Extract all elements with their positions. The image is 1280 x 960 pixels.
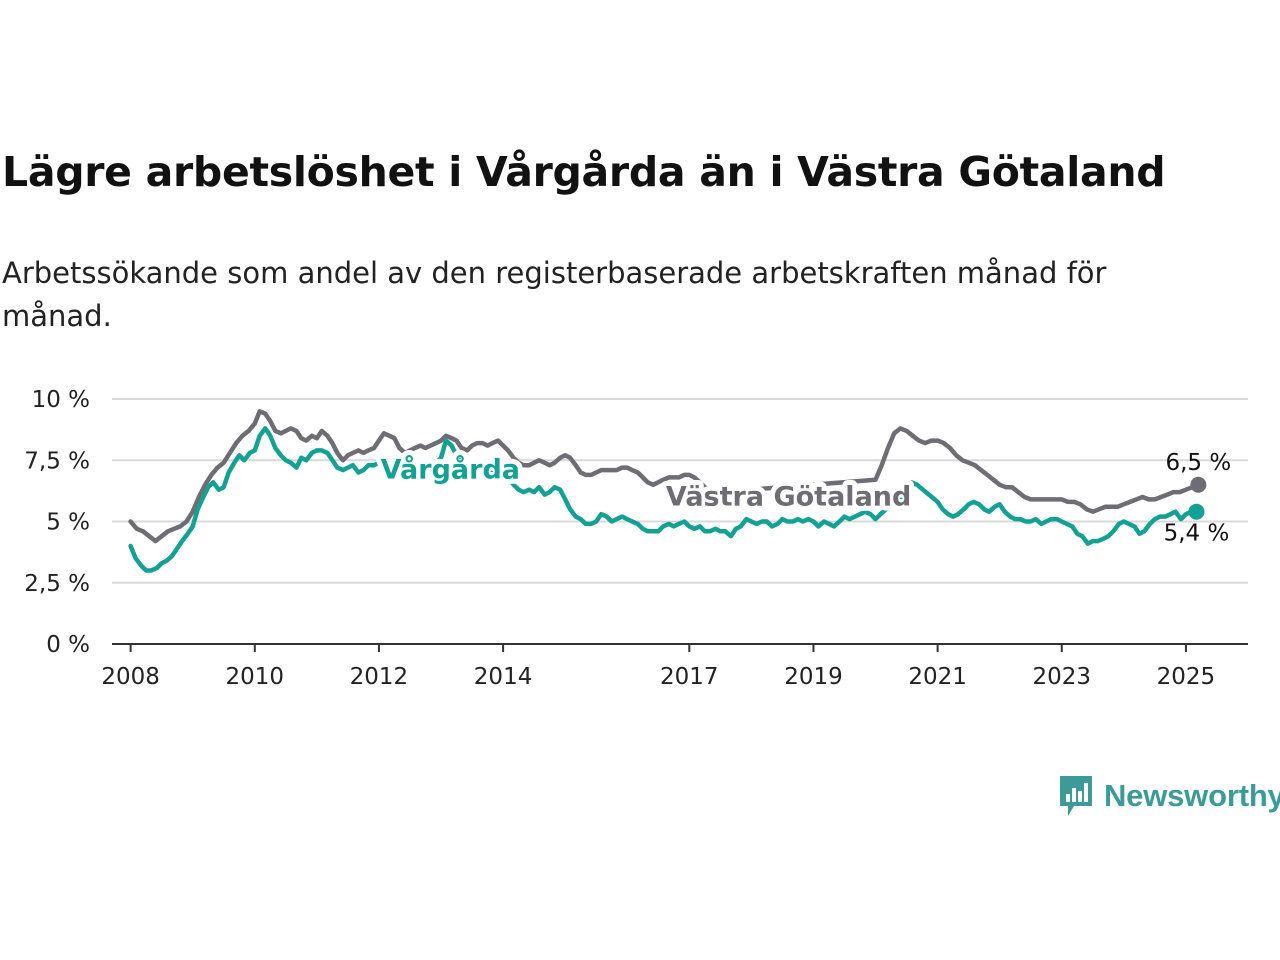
x-tick-label: 2023 [1032, 664, 1091, 690]
y-tick-label: 7,5 % [24, 448, 90, 474]
newsworthy-logo-text: Newsworthy [1104, 778, 1280, 813]
series-label-vastra-gotaland: Västra Götaland [666, 482, 911, 513]
series-line-vargarda [128, 426, 1199, 573]
x-tick-label: 2010 [226, 664, 285, 690]
x-tick-label: 2019 [784, 664, 843, 690]
series-label-vastra-gotaland-halo: Västra Götaland [666, 482, 911, 513]
series-lines [128, 409, 1207, 573]
line-chart: 0 % 2,5 % 5 % 7,5 % 10 % 2008 2010 2012 2014 201… [24, 387, 1248, 690]
chart-subtitle: Arbetssökande som andel av den registerb… [2, 256, 1107, 333]
x-tick-label: 2012 [350, 664, 409, 690]
x-axis-ticks: 2008 2010 2012 2014 2017 2019 2021 2023 2025 [101, 644, 1215, 690]
chart-title: Lägre arbetslöshet i Vårgårda än i Västr… [2, 148, 1166, 196]
x-tick-label: 2014 [474, 664, 533, 690]
y-tick-label: 10 % [32, 387, 90, 413]
x-tick-label: 2021 [908, 664, 967, 690]
y-tick-label: 2,5 % [24, 571, 90, 597]
end-point-vargarda [1188, 503, 1205, 520]
end-label-vargarda: 5,4 % [1164, 521, 1230, 547]
series-label-vargarda-halo: Vårgårda [381, 454, 520, 486]
x-tick-label: 2008 [101, 664, 160, 690]
y-tick-label: 5 % [46, 510, 90, 536]
newsworthy-logo: Newsworthy [1058, 774, 1280, 818]
newsworthy-logo-icon [1060, 776, 1092, 816]
x-tick-label: 2025 [1157, 664, 1216, 690]
end-label-vastra-gotaland: 6,5 % [1165, 450, 1231, 476]
series-line-vastra-gotaland [128, 409, 1201, 544]
series-label-vargarda: Vårgårda [381, 454, 520, 486]
x-tick-label: 2017 [660, 664, 719, 690]
end-point-vastra-gotaland [1190, 476, 1207, 493]
y-axis-ticks: 0 % 2,5 % 5 % 7,5 % 10 % [24, 387, 90, 658]
y-tick-label: 0 % [46, 632, 90, 658]
